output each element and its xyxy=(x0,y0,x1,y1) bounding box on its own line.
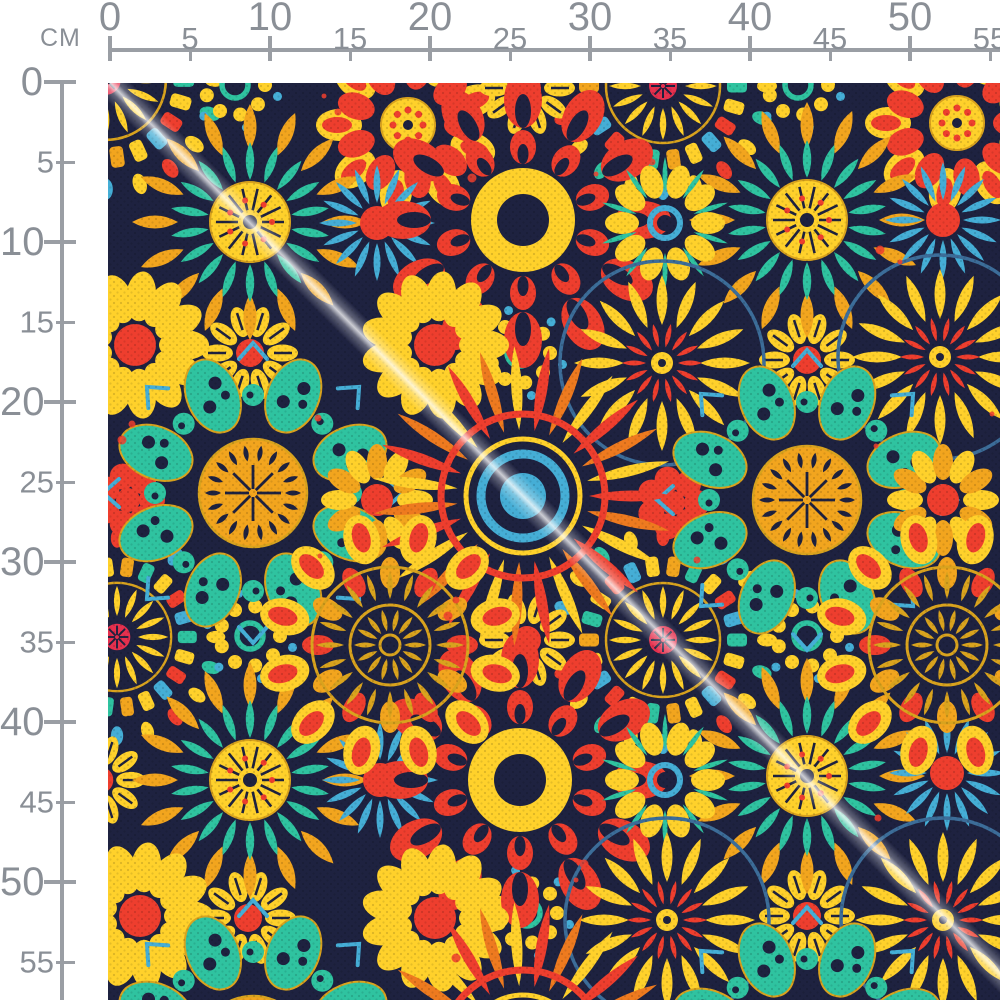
ruler-tick-label: 50 xyxy=(887,0,933,39)
ruler-tick-label: 20 xyxy=(0,380,45,424)
ruler-tick-major xyxy=(428,36,432,61)
ruler-tick-label: 15 xyxy=(332,21,368,56)
ruler-tick-minor xyxy=(508,50,512,61)
ruler-tick-minor xyxy=(988,50,992,61)
ruler-tick-major xyxy=(44,240,76,244)
ruler-tick-label: 20 xyxy=(407,0,453,39)
ruler-tick-minor xyxy=(668,50,672,61)
ruler-tick-label: 25 xyxy=(19,464,54,500)
ruler-line xyxy=(108,48,1000,52)
ruler-tick-major xyxy=(44,400,76,404)
ruler-tick-label: 40 xyxy=(727,0,773,39)
ruler-tick-label: 10 xyxy=(247,0,293,39)
ruler-tick-minor xyxy=(56,320,75,324)
ruler-tick-major xyxy=(44,720,76,724)
ruler-tick-label: 45 xyxy=(19,784,54,820)
ruler-tick-major xyxy=(588,36,592,61)
ruler-tick-major xyxy=(44,560,76,564)
ruler-tick-label: 40 xyxy=(0,700,45,744)
ruler-tick-label: 55 xyxy=(972,21,1000,56)
ruler-tick-major xyxy=(44,880,76,884)
ruler-tick-label: 45 xyxy=(812,21,848,56)
ruler-tick-label: 10 xyxy=(0,220,45,264)
ruler-tick-minor xyxy=(828,50,832,61)
ruler-tick-label: 25 xyxy=(492,21,528,56)
glare-line xyxy=(108,83,1000,999)
ruler-tick-label: 0 xyxy=(98,0,122,39)
ruler-tick-minor xyxy=(56,640,75,644)
ruler-line xyxy=(60,80,64,1000)
ruler-tick-label: 5 xyxy=(36,144,54,180)
ruler-tick-label: 50 xyxy=(0,860,45,904)
ruler-tick-major xyxy=(908,36,912,61)
ruler-tick-label: 15 xyxy=(19,304,54,340)
ruler-tick-minor xyxy=(348,50,352,61)
ruler-tick-minor xyxy=(56,480,75,484)
ruler-tick-minor xyxy=(188,50,192,61)
ruler-tick-label: 5 xyxy=(181,21,199,56)
ruler-unit-label: CM xyxy=(40,24,81,52)
ruler-tick-label: 30 xyxy=(0,540,45,584)
ruler-tick-label: 30 xyxy=(567,0,613,39)
ruler-tick-major xyxy=(748,36,752,61)
ruler-tick-minor xyxy=(56,160,75,164)
ruler-tick-label: 35 xyxy=(19,624,54,660)
ruler-tick-label: 35 xyxy=(652,21,688,56)
ruler-tick-major xyxy=(44,80,76,84)
ruler-tick-major xyxy=(108,36,112,61)
ruler-tick-minor xyxy=(56,800,75,804)
ruler-tick-minor xyxy=(56,960,75,964)
ruler-tick-major xyxy=(268,36,272,61)
ruler-tick-label: 55 xyxy=(19,944,54,980)
ruler-tick-label: 0 xyxy=(20,60,43,104)
